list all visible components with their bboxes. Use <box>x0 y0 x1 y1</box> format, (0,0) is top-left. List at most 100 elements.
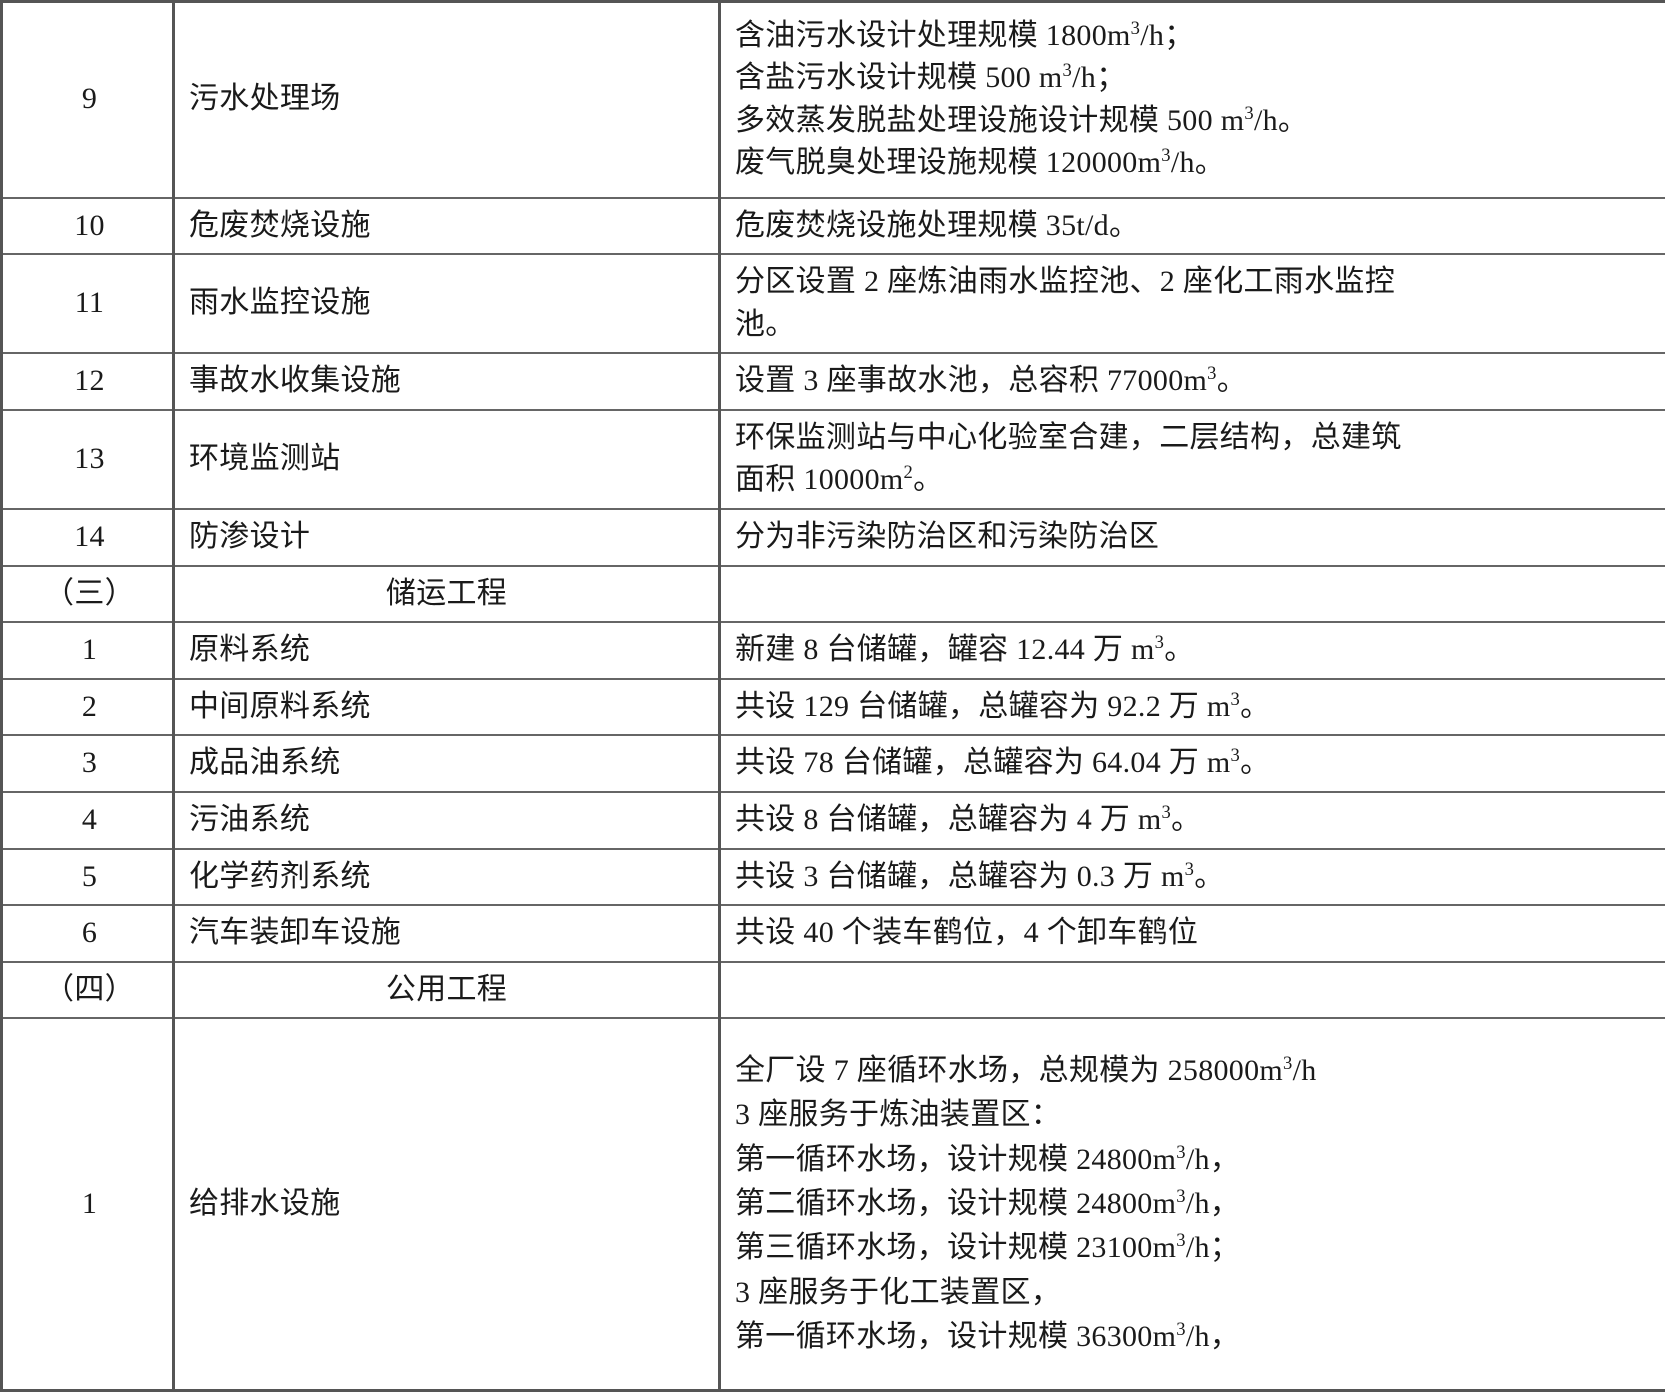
description-lines: 新建 8 台储罐，罐容 12.44 万 m3。 <box>735 629 1655 672</box>
description-line: 全厂设 7 座循环水场，总规模为 258000m3/h <box>735 1052 1317 1087</box>
description-line: 第一循环水场，设计规模 36300m3/h， <box>735 1319 1241 1354</box>
item-description: 分为非污染防治区和污染防治区 <box>719 509 1665 567</box>
description-line: 分为非污染防治区和污染防治区 <box>735 520 1160 554</box>
section-title: 储运工程 <box>173 565 721 624</box>
table-row: 5 化学药剂系统 共设 3 台储罐，总罐容为 0.3 万 m3。 <box>1 848 1665 907</box>
table-row: 13 环境监测站 环保监测站与中心化验室合建，二层结构，总建筑 面积 10000m2。 <box>1 409 1665 511</box>
item-name: 中间原料系统 <box>173 678 721 737</box>
table-row: 10 危废焚烧设施 危废焚烧设施处理规模 35t/d。 <box>1 197 1665 256</box>
row-number: 4 <box>1 792 175 850</box>
description-line: 设置 3 座事故水池，总容积 77000m3。 <box>735 363 1248 398</box>
description-line: 第三循环水场，设计规模 23100m3/h； <box>735 1230 1241 1265</box>
description-lines: 环保监测站与中心化验室合建，二层结构，总建筑 面积 10000m2。 <box>735 417 1655 502</box>
description-line: 第二循环水场，设计规模 24800m3/h， <box>735 1185 1241 1220</box>
table-row: 1 给排水设施 全厂设 7 座循环水场，总规模为 258000m3/h 3 座服务于炼… <box>1 1018 1665 1392</box>
item-description: 共设 40 个装车鹤位，4 个卸车鹤位 <box>719 905 1665 963</box>
description-line: 第一循环水场，设计规模 24800m3/h， <box>735 1141 1241 1176</box>
item-description: 共设 129 台储罐，总罐容为 92.2 万 m3。 <box>719 678 1665 737</box>
description-lines: 共设 40 个装车鹤位，4 个卸车鹤位 <box>735 912 1655 955</box>
description-lines: 设置 3 座事故水池，总容积 77000m3。 <box>735 360 1655 403</box>
description-line: 池。 <box>735 307 796 341</box>
row-number: 13 <box>1 409 175 511</box>
table-row: 14 防渗设计 分为非污染防治区和污染防治区 <box>1 509 1665 567</box>
description-lines: 分为非污染防治区和污染防治区 <box>735 516 1655 559</box>
description-line: 共设 3 台储罐，总罐容为 0.3 万 m3。 <box>735 858 1225 893</box>
description-line: 共设 8 台储罐，总罐容为 4 万 m3。 <box>735 802 1202 837</box>
description-line: 多效蒸发脱盐处理设施设计规模 500 m3/h。 <box>735 102 1309 137</box>
item-description: 共设 78 台储罐，总罐容为 64.04 万 m3。 <box>719 735 1665 794</box>
item-description: 共设 8 台储罐，总罐容为 4 万 m3。 <box>719 792 1665 850</box>
item-description: 分区设置 2 座炼油雨水监控池、2 座化工雨水监控 池。 <box>719 254 1665 355</box>
table-row: 1 原料系统 新建 8 台储罐，罐容 12.44 万 m3。 <box>1 622 1665 680</box>
item-description: 共设 3 台储罐，总罐容为 0.3 万 m3。 <box>719 848 1665 907</box>
row-number: 14 <box>1 509 175 567</box>
description-line: 废气脱臭处理设施规模 120000m3/h。 <box>735 145 1226 180</box>
row-number: 1 <box>1 1018 175 1392</box>
table-row: 12 事故水收集设施 设置 3 座事故水池，总容积 77000m3。 <box>1 353 1665 411</box>
row-number: 5 <box>1 848 175 907</box>
description-lines: 危废焚烧设施处理规模 35t/d。 <box>735 205 1655 248</box>
description-lines: 共设 3 台储罐，总罐容为 0.3 万 m3。 <box>735 856 1655 899</box>
description-line: 共设 129 台储罐，总罐容为 92.2 万 m3。 <box>735 688 1271 723</box>
row-number: 11 <box>1 254 175 355</box>
item-description: 危废焚烧设施处理规模 35t/d。 <box>719 197 1665 256</box>
item-name: 事故水收集设施 <box>173 353 721 411</box>
row-number: 6 <box>1 905 175 963</box>
item-name: 原料系统 <box>173 622 721 680</box>
table-row: 2 中间原料系统 共设 129 台储罐，总罐容为 92.2 万 m3。 <box>1 678 1665 737</box>
item-name: 污油系统 <box>173 792 721 850</box>
item-description <box>719 565 1665 624</box>
item-name: 危废焚烧设施 <box>173 197 721 256</box>
section-title: 公用工程 <box>173 961 721 1020</box>
item-description: 含油污水设计处理规模 1800m3/h； 含盐污水设计规模 500 m3/h； 多效… <box>719 1 1665 199</box>
item-name: 化学药剂系统 <box>173 848 721 907</box>
item-name: 给排水设施 <box>173 1018 721 1392</box>
row-number: 9 <box>1 1 175 199</box>
description-lines: 含油污水设计处理规模 1800m3/h； 含盐污水设计规模 500 m3/h； 多效… <box>735 15 1655 185</box>
row-number: 1 <box>1 622 175 680</box>
table-row: （三） 储运工程 <box>1 565 1665 624</box>
description-line: 共设 78 台储罐，总罐容为 64.04 万 m3。 <box>735 745 1271 780</box>
row-number: （三） <box>1 565 175 624</box>
row-number: （四） <box>1 961 175 1020</box>
description-lines: 共设 78 台储罐，总罐容为 64.04 万 m3。 <box>735 742 1655 785</box>
description-line: 含盐污水设计规模 500 m3/h； <box>735 60 1127 95</box>
table-row: 6 汽车装卸车设施 共设 40 个装车鹤位，4 个卸车鹤位 <box>1 905 1665 963</box>
item-name: 成品油系统 <box>173 735 721 794</box>
row-number: 12 <box>1 353 175 411</box>
row-number: 3 <box>1 735 175 794</box>
description-line: 3 座服务于炼油装置区： <box>735 1098 1062 1132</box>
description-line: 环保监测站与中心化验室合建，二层结构，总建筑 <box>735 420 1402 454</box>
description-line: 面积 10000m2。 <box>735 462 944 497</box>
item-name: 污水处理场 <box>173 1 721 199</box>
table-row: 11 雨水监控设施 分区设置 2 座炼油雨水监控池、2 座化工雨水监控 池。 <box>1 254 1665 355</box>
item-description: 新建 8 台储罐，罐容 12.44 万 m3。 <box>719 622 1665 680</box>
description-lines: 分区设置 2 座炼油雨水监控池、2 座化工雨水监控 池。 <box>735 261 1655 346</box>
description-line: 含油污水设计处理规模 1800m3/h； <box>735 17 1195 52</box>
item-description <box>719 961 1665 1020</box>
description-line: 3 座服务于化工装置区， <box>735 1275 1062 1309</box>
description-lines: 全厂设 7 座循环水场，总规模为 258000m3/h 3 座服务于炼油装置区： 第… <box>735 1049 1655 1360</box>
item-description: 全厂设 7 座循环水场，总规模为 258000m3/h 3 座服务于炼油装置区： 第… <box>719 1018 1665 1392</box>
item-description: 环保监测站与中心化验室合建，二层结构，总建筑 面积 10000m2。 <box>719 409 1665 511</box>
description-lines: 共设 8 台储罐，总罐容为 4 万 m3。 <box>735 799 1655 842</box>
item-name: 汽车装卸车设施 <box>173 905 721 963</box>
item-description: 设置 3 座事故水池，总容积 77000m3。 <box>719 353 1665 411</box>
description-line: 危废焚烧设施处理规模 35t/d。 <box>735 208 1140 242</box>
item-name: 环境监测站 <box>173 409 721 511</box>
item-name: 防渗设计 <box>173 509 721 567</box>
table-row: 3 成品油系统 共设 78 台储罐，总罐容为 64.04 万 m3。 <box>1 735 1665 794</box>
description-line: 新建 8 台储罐，罐容 12.44 万 m3。 <box>735 632 1195 667</box>
description-line: 共设 40 个装车鹤位，4 个卸车鹤位 <box>735 916 1199 950</box>
description-lines: 共设 129 台储罐，总罐容为 92.2 万 m3。 <box>735 686 1655 729</box>
table-row: 4 污油系统 共设 8 台储罐，总罐容为 4 万 m3。 <box>1 792 1665 850</box>
table-row: （四） 公用工程 <box>1 961 1665 1020</box>
row-number: 10 <box>1 197 175 256</box>
description-line: 分区设置 2 座炼油雨水监控池、2 座化工雨水监控 <box>735 265 1395 299</box>
item-name: 雨水监控设施 <box>173 254 721 355</box>
row-number: 2 <box>1 678 175 737</box>
table-row: 9 污水处理场 含油污水设计处理规模 1800m3/h； 含盐污水设计规模 500 m… <box>1 1 1665 199</box>
